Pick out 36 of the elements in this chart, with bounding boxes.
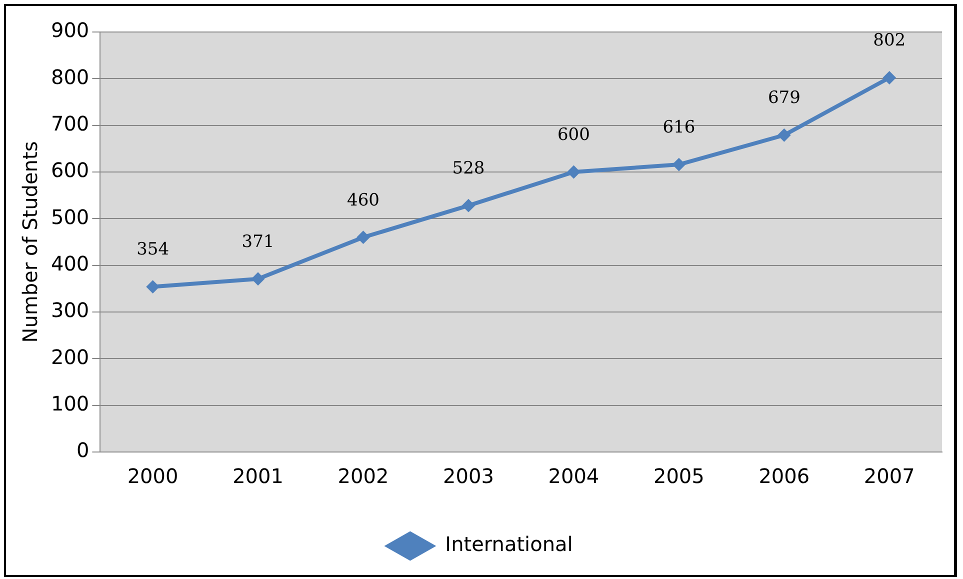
x-tick-label: 2004 [548,464,600,488]
y-tick-label: 200 [50,344,90,369]
point [882,71,896,84]
x-tick-label: 2007 [864,464,915,488]
y-tick-label: 100 [50,392,90,416]
y-tick-label: 800 [50,64,90,89]
x-tick-label: 2003 [443,464,494,488]
data-label: 354 [136,240,170,260]
data-label: 802 [873,30,906,51]
y-tick-label: 300 [50,298,90,322]
data-label: 600 [557,124,590,145]
data-label: 371 [242,232,274,252]
legend-label: International [445,532,573,556]
y-tick-label: 500 [50,204,90,229]
data-label: 616 [662,117,696,138]
point [356,230,370,244]
y-axis-title: Number of Students [18,141,42,343]
point [778,128,791,142]
x-tick-label: 2002 [338,464,389,488]
data-label: 679 [768,88,800,108]
y-tick-label: 400 [50,252,90,276]
point [146,280,160,294]
x-tick-label: 2000 [127,464,178,488]
data-label: 528 [452,158,485,179]
point [672,158,686,172]
x-tick-label: 2005 [653,464,704,488]
y-tick-label: 0 [76,438,90,462]
x-tick-label: 2001 [232,464,284,488]
y-tick-label: 600 [50,158,90,182]
y-tick-label: 700 [50,112,90,136]
point [252,272,265,286]
point [567,166,580,178]
data-label: 460 [347,190,380,210]
point [462,199,475,212]
y-tick-label: 900 [50,18,90,42]
x-tick-label: 2006 [758,464,810,488]
